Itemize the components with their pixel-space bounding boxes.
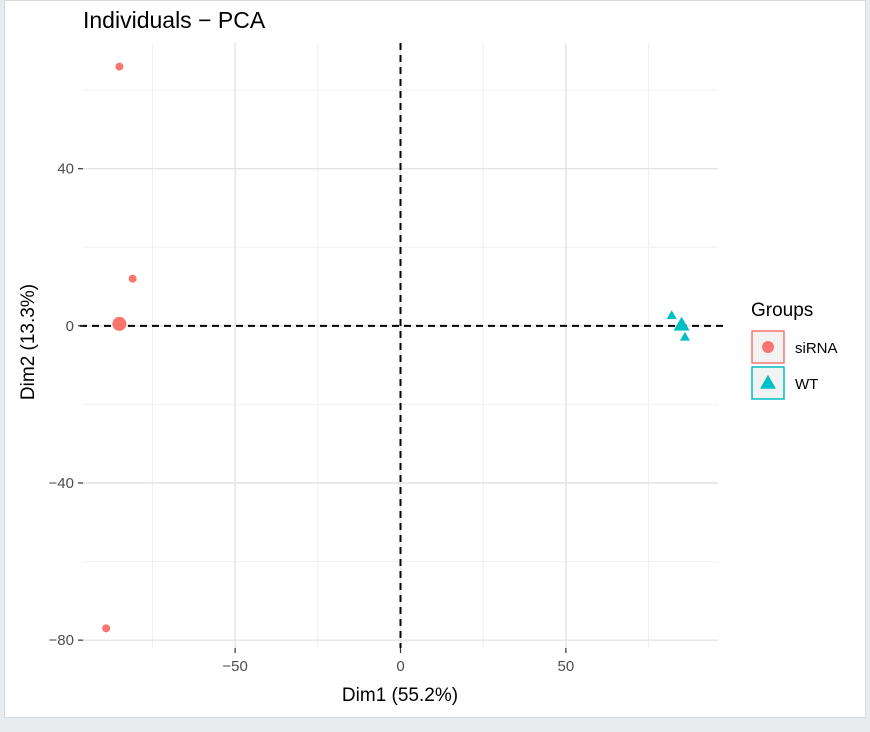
x-axis-ticks: −50 0 50 <box>222 648 574 675</box>
plot-frame <box>4 0 866 718</box>
y-tick-label: 40 <box>57 161 74 178</box>
x-tick-label: 50 <box>558 658 575 675</box>
legend-label-wt: WT <box>795 376 818 393</box>
wt-centroid <box>673 316 690 331</box>
legend-marker-sirna <box>762 341 774 353</box>
wt-point <box>679 331 690 341</box>
legend-marker-wt <box>760 374 776 389</box>
sirna-point <box>115 62 124 71</box>
x-tick-label: 0 <box>396 658 404 675</box>
y-axis-title: Dim2 (13.3%) <box>18 284 39 400</box>
y-axis-ticks: −80 −40 0 40 <box>49 161 83 649</box>
legend-title: Groups <box>751 300 813 321</box>
data-points <box>102 62 690 633</box>
sirna-point <box>102 624 111 633</box>
wt-point <box>666 310 677 319</box>
x-axis-title: Dim1 (55.2%) <box>342 685 458 706</box>
legend: Groups siRNA WT <box>751 300 838 400</box>
y-tick-label: −40 <box>49 475 74 492</box>
reference-lines <box>80 43 728 648</box>
sirna-centroid <box>112 316 127 331</box>
y-tick-label: 0 <box>66 318 74 335</box>
y-tick-label: −80 <box>49 632 74 649</box>
sirna-point <box>128 274 137 283</box>
legend-label-sirna: siRNA <box>795 340 838 357</box>
legend-key-sirna <box>751 330 785 364</box>
x-tick-label: −50 <box>222 658 247 675</box>
chart-title: Individuals − PCA <box>83 7 266 33</box>
